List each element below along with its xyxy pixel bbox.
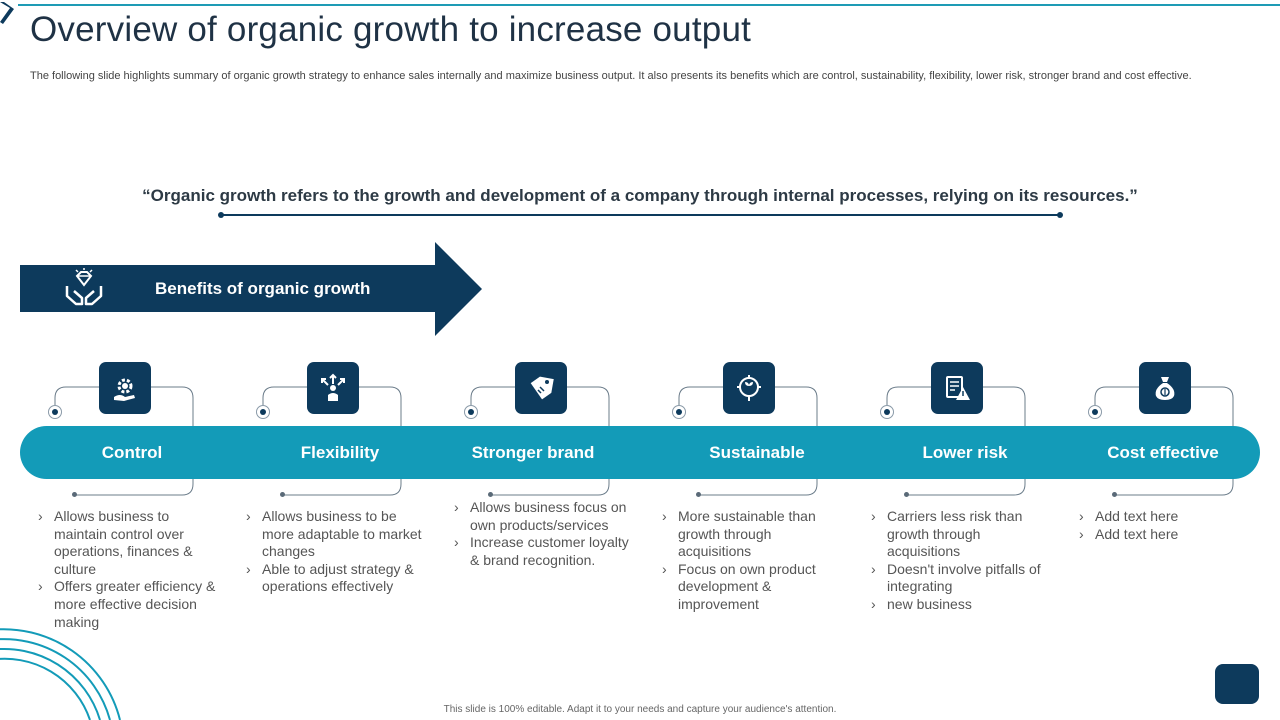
benefit-list-stronger-brand: Allows business focus on own products/se…	[450, 499, 640, 569]
benefit-icon-box-lower-risk	[931, 362, 983, 414]
quote-underline-dot-right	[1057, 212, 1063, 218]
benefit-icon-box-stronger-brand	[515, 362, 567, 414]
list-item: More sustainable than growth through acq…	[658, 508, 848, 561]
benefit-icon-box-control	[99, 362, 151, 414]
risk-clipboard-icon	[946, 376, 970, 400]
quote-underline	[221, 214, 1060, 216]
money-bag-icon	[1155, 377, 1175, 400]
connector-node	[672, 405, 686, 419]
person-arrows-icon	[321, 373, 345, 401]
quote-underline-dot-left	[218, 212, 224, 218]
list-item: new business	[867, 596, 1057, 614]
benefits-band	[20, 426, 1260, 479]
benefit-label-flexibility: Flexibility	[300, 443, 380, 462]
list-item: Carriers less risk than growth through a…	[867, 508, 1057, 561]
connector-end-dot	[280, 492, 285, 497]
connector-end-dot	[1112, 492, 1117, 497]
leaf-target-icon	[737, 375, 761, 401]
list-item: Offers greater efficiency & more effecti…	[34, 578, 224, 631]
benefit-list-control: Allows business to maintain control over…	[34, 508, 224, 631]
connector-end-dot	[904, 492, 909, 497]
benefit-label-control: Control	[101, 443, 163, 462]
benefit-list-flexibility: Allows business to be more adaptable to …	[242, 508, 432, 596]
banner-label: Benefits of organic growth	[155, 279, 371, 298]
diamond-hands-icon	[65, 268, 103, 306]
benefit-list-sustainable: More sustainable than growth through acq…	[658, 508, 848, 614]
footer-note: This slide is 100% editable. Adapt it to…	[443, 704, 837, 715]
connector-node	[1088, 405, 1102, 419]
list-item: Add text here	[1075, 526, 1255, 544]
list-item: Allows business focus on own products/se…	[450, 499, 640, 534]
connector-end-dot	[488, 492, 493, 497]
list-item: Allows business to be more adaptable to …	[242, 508, 432, 561]
connector-node	[464, 405, 478, 419]
list-item: Focus on own product development & impro…	[658, 561, 848, 614]
corner-logo-mark	[0, 2, 14, 24]
connector-node	[48, 405, 62, 419]
benefit-icon-box-sustainable	[723, 362, 775, 414]
benefit-icon-box-flexibility	[307, 362, 359, 414]
slide-nav-button[interactable]	[1215, 664, 1259, 704]
connector-end-dot	[72, 492, 77, 497]
benefit-label-stronger-brand: Stronger brand	[471, 443, 595, 462]
connector-end-dot	[696, 492, 701, 497]
benefit-label-sustainable: Sustainable	[709, 443, 805, 462]
decorative-arcs	[0, 628, 121, 720]
connector-node	[256, 405, 270, 419]
benefit-list-lower-risk: Carriers less risk than growth through a…	[867, 508, 1057, 614]
list-item: Increase customer loyalty & brand recogn…	[450, 534, 640, 569]
list-item: Add text here	[1075, 508, 1255, 526]
page-title: Overview of organic growth to increase o…	[30, 10, 752, 49]
list-item: Able to adjust strategy & operations eff…	[242, 561, 432, 596]
benefit-list-cost-effective: Add text here Add text here	[1075, 508, 1255, 543]
banner-arrow	[20, 242, 482, 336]
list-item: Doesn't involve pitfalls of integrating	[867, 561, 1057, 596]
connector-node	[880, 405, 894, 419]
benefit-label-cost-effective: Cost effective	[1107, 443, 1219, 462]
benefit-icon-box-cost-effective	[1139, 362, 1191, 414]
definition-quote: “Organic growth refers to the growth and…	[142, 186, 1138, 205]
list-item: Allows business to maintain control over…	[34, 508, 224, 578]
top-accent-line	[18, 4, 1280, 6]
page-subtitle: The following slide highlights summary o…	[30, 70, 1192, 82]
benefit-label-lower-risk: Lower risk	[922, 443, 1008, 462]
gear-hand-icon	[114, 378, 135, 401]
price-tag-icon	[530, 376, 554, 400]
